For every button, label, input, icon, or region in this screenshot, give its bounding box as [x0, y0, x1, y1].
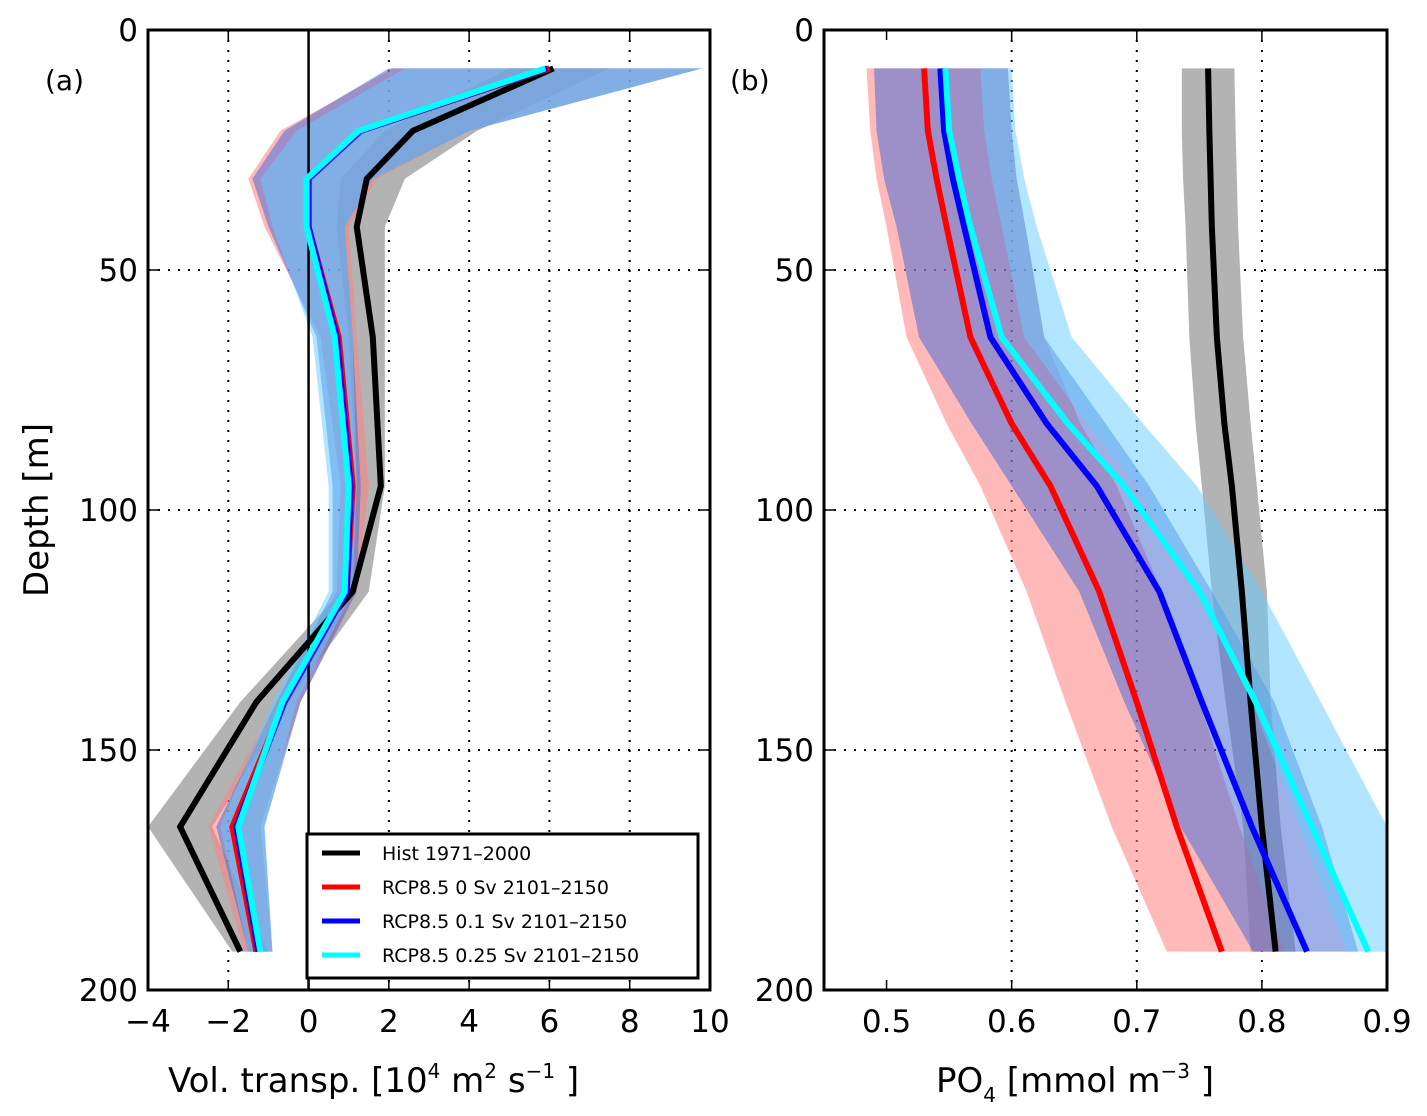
- legend-label: RCP8.5 0 Sv 2101–2150: [382, 877, 609, 899]
- series-line-rcp-0sv: [921, 68, 1225, 953]
- bands-a: [148, 68, 702, 952]
- legend-label: Hist 1971–2000: [382, 843, 531, 865]
- plot-a-frame: [146, 28, 712, 992]
- x-tick-label: 4: [459, 1004, 479, 1040]
- bands-b: [866, 68, 1387, 952]
- legend-label: RCP8.5 0.25 Sv 2101–2150: [382, 945, 639, 967]
- x-tick-label: 2: [379, 1004, 399, 1040]
- lines-b: [921, 68, 1371, 953]
- band-rcp-0-25sv: [220, 68, 702, 952]
- y-tick-label: 50: [775, 253, 814, 289]
- legend: Hist 1971–2000 RCP8.5 0 Sv 2101–2150 RCP8.…: [305, 832, 700, 980]
- x-tick-label: −2: [205, 1004, 251, 1040]
- x-tick-label: 10: [690, 1004, 729, 1040]
- y-tick-label: 50: [99, 253, 138, 289]
- series-line-rcp-0-25sv: [942, 68, 1371, 953]
- x-axis-label-b: PO4 [mmol m−3 ]: [936, 1059, 1214, 1107]
- y-tick-label: 0: [118, 13, 138, 49]
- band-rcp-0-25sv: [980, 68, 1387, 952]
- x-tick-label: 0.8: [1237, 1004, 1286, 1040]
- panel-label-a: (a): [45, 64, 84, 97]
- x-tick-label: 8: [620, 1004, 640, 1040]
- y-tick-label: 150: [755, 733, 814, 769]
- legend-label: RCP8.5 0.1 Sv 2101–2150: [382, 911, 627, 933]
- series-line-hist: [1205, 68, 1279, 952]
- x-tick-label: 0.7: [1112, 1004, 1161, 1040]
- y-tick-label: 100: [755, 493, 814, 529]
- plot-b-frame: [822, 28, 1389, 992]
- x-tick-label: −4: [125, 1004, 171, 1040]
- x-axis-label-a: Vol. transp. [104 m2 s−1 ]: [168, 1059, 579, 1101]
- series-line-rcp-0-1sv: [937, 68, 1310, 953]
- x-tick-label: 6: [540, 1004, 560, 1040]
- y-tick-label: 200: [755, 973, 814, 1009]
- legend-box: [305, 832, 700, 980]
- series-line-rcp-0-25sv: [235, 65, 547, 953]
- y-tick-label: 0: [794, 13, 814, 49]
- series-line-hist: [176, 65, 555, 953]
- lines-a: [176, 65, 555, 953]
- x-tick-label: 0.6: [987, 1004, 1036, 1040]
- y-tick-label: 200: [79, 973, 138, 1009]
- x-tick-label: 0: [299, 1004, 319, 1040]
- x-tick-label: 0.9: [1362, 1004, 1411, 1040]
- panel-b: 0.5 0.6 0.7 0.8 0.9 0 50 100 150 200 (b) PO4 [mmo…: [730, 13, 1412, 1107]
- band-rcp-0-1sv: [874, 68, 1359, 952]
- y-tick-label: 100: [79, 493, 138, 529]
- y-tick-label: 150: [79, 733, 138, 769]
- x-tick-label: 0.5: [862, 1004, 911, 1040]
- y-axis-label: Depth [m]: [17, 423, 57, 597]
- panel-label-b: (b): [730, 64, 770, 97]
